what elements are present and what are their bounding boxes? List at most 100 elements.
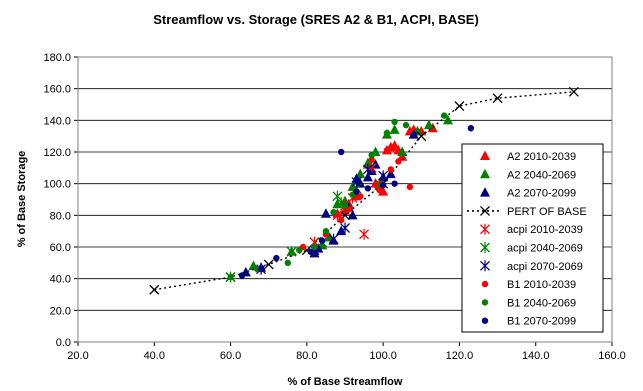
legend: A2 2010-2039 A2 2040-2069 A2 2070-2099 PERT… (461, 143, 604, 333)
data-point (340, 222, 350, 234)
x-tick-label: 120.0 (446, 350, 474, 362)
x-tick-label: 20.0 (67, 350, 88, 362)
legend-marker (480, 205, 490, 216)
x-tick-label: 100.0 (369, 350, 397, 362)
legend-marker (480, 187, 490, 197)
legend-label: B1 2070-2099 (507, 316, 576, 328)
data-point (227, 273, 234, 281)
data-point (442, 114, 453, 125)
data-point (284, 259, 291, 267)
series-9 (238, 125, 475, 279)
data-point (347, 209, 358, 220)
legend-marker (480, 223, 490, 235)
data-point (368, 151, 375, 159)
data-point (383, 129, 391, 137)
legend-marker (480, 260, 490, 272)
data-point (351, 176, 362, 188)
data-point (320, 208, 331, 218)
x-axis-label: % of Base Streamflow (288, 376, 403, 388)
data-point (362, 171, 373, 182)
y-tick-label: 80.0 (50, 210, 71, 222)
data-point (492, 93, 503, 104)
legend-marker (481, 280, 489, 288)
data-point (322, 227, 330, 235)
data-point (416, 131, 427, 142)
data-point (337, 216, 345, 224)
legend-entry: B1 2010-2039 (481, 279, 576, 291)
data-point (336, 225, 347, 236)
y-tick-label: 60.0 (50, 242, 71, 254)
series-5 (225, 179, 385, 283)
legend-label: acpi 2070-2069 (507, 261, 583, 273)
legend-entry: A2 2070-2099 (480, 187, 576, 200)
data-point (355, 168, 366, 179)
legend-marker (480, 242, 490, 253)
data-point (357, 193, 364, 200)
data-point (389, 140, 400, 150)
data-point (257, 265, 265, 273)
legend-entry: A2 2040-2069 (480, 168, 576, 181)
data-point (328, 233, 339, 245)
legend-entry: PERT OF BASE (467, 206, 587, 218)
y-tick-label: 120.0 (43, 147, 71, 159)
data-point (454, 101, 465, 112)
legend-marker (480, 150, 490, 160)
data-point (387, 166, 394, 173)
legend-label: PERT OF BASE (507, 206, 587, 218)
legend-label: B1 2040-2069 (507, 297, 576, 309)
legend-marker (481, 299, 489, 306)
legend-entry: acpi 2070-2069 (480, 260, 583, 273)
data-point (379, 182, 387, 189)
data-point (353, 188, 360, 195)
data-point (313, 243, 324, 253)
data-point (273, 254, 280, 262)
y-tick-label: 0.0 (56, 337, 71, 349)
data-point (332, 190, 343, 202)
data-point (149, 284, 160, 295)
data-point (311, 243, 318, 251)
legend-label: acpi 2040-2069 (507, 243, 583, 255)
data-point (355, 178, 366, 188)
data-point (395, 158, 402, 165)
x-tick-label: 40.0 (144, 350, 165, 362)
legend-entry: B1 2040-2069 (481, 297, 576, 309)
data-point (359, 228, 370, 240)
x-tick-labels: 20.0 40.0 60.0 80.0 100.0 120.0 140.0 160.0 (67, 350, 625, 362)
series-layer (149, 86, 579, 295)
y-tick-label: 140.0 (43, 115, 71, 127)
data-point (423, 119, 434, 130)
data-point (330, 208, 337, 216)
legend-label: A2 2010-2039 (507, 151, 576, 163)
y-tick-label: 40.0 (50, 274, 71, 286)
data-point (410, 131, 417, 138)
data-point (376, 186, 383, 194)
data-point (391, 180, 398, 187)
legend-entry: acpi 2010-2039 (480, 223, 583, 236)
data-point (385, 168, 396, 179)
data-point (263, 259, 274, 270)
data-point (378, 186, 389, 196)
y-tick-label: 100.0 (43, 179, 71, 191)
data-point (286, 246, 297, 258)
y-tick-label: 20.0 (50, 305, 71, 317)
x-tick-label: 160.0 (598, 350, 626, 362)
y-tick-labels: 0.0 20.0 40.0 60.0 80.0 100.0 120.0 140.0 160.0 1… (43, 52, 71, 349)
data-point (238, 272, 246, 279)
data-point (318, 237, 326, 244)
data-point (362, 157, 373, 168)
legend-label: acpi 2010-2039 (507, 224, 583, 236)
data-point (467, 125, 475, 132)
data-point (391, 118, 398, 126)
data-point (402, 121, 410, 129)
y-axis-label: % of Base Storage (16, 151, 28, 248)
data-point (406, 183, 414, 191)
legend-entry: A2 2010-2039 (480, 150, 576, 163)
x-tick-label: 140.0 (522, 350, 550, 362)
data-point (362, 163, 373, 175)
data-point (389, 124, 400, 134)
plot-area (77, 56, 613, 343)
x-tick-label: 60.0 (220, 350, 241, 362)
chart-title: Streamflow vs. Storage (SRES A2 & B1, AC… (153, 12, 479, 27)
data-point (440, 112, 448, 119)
